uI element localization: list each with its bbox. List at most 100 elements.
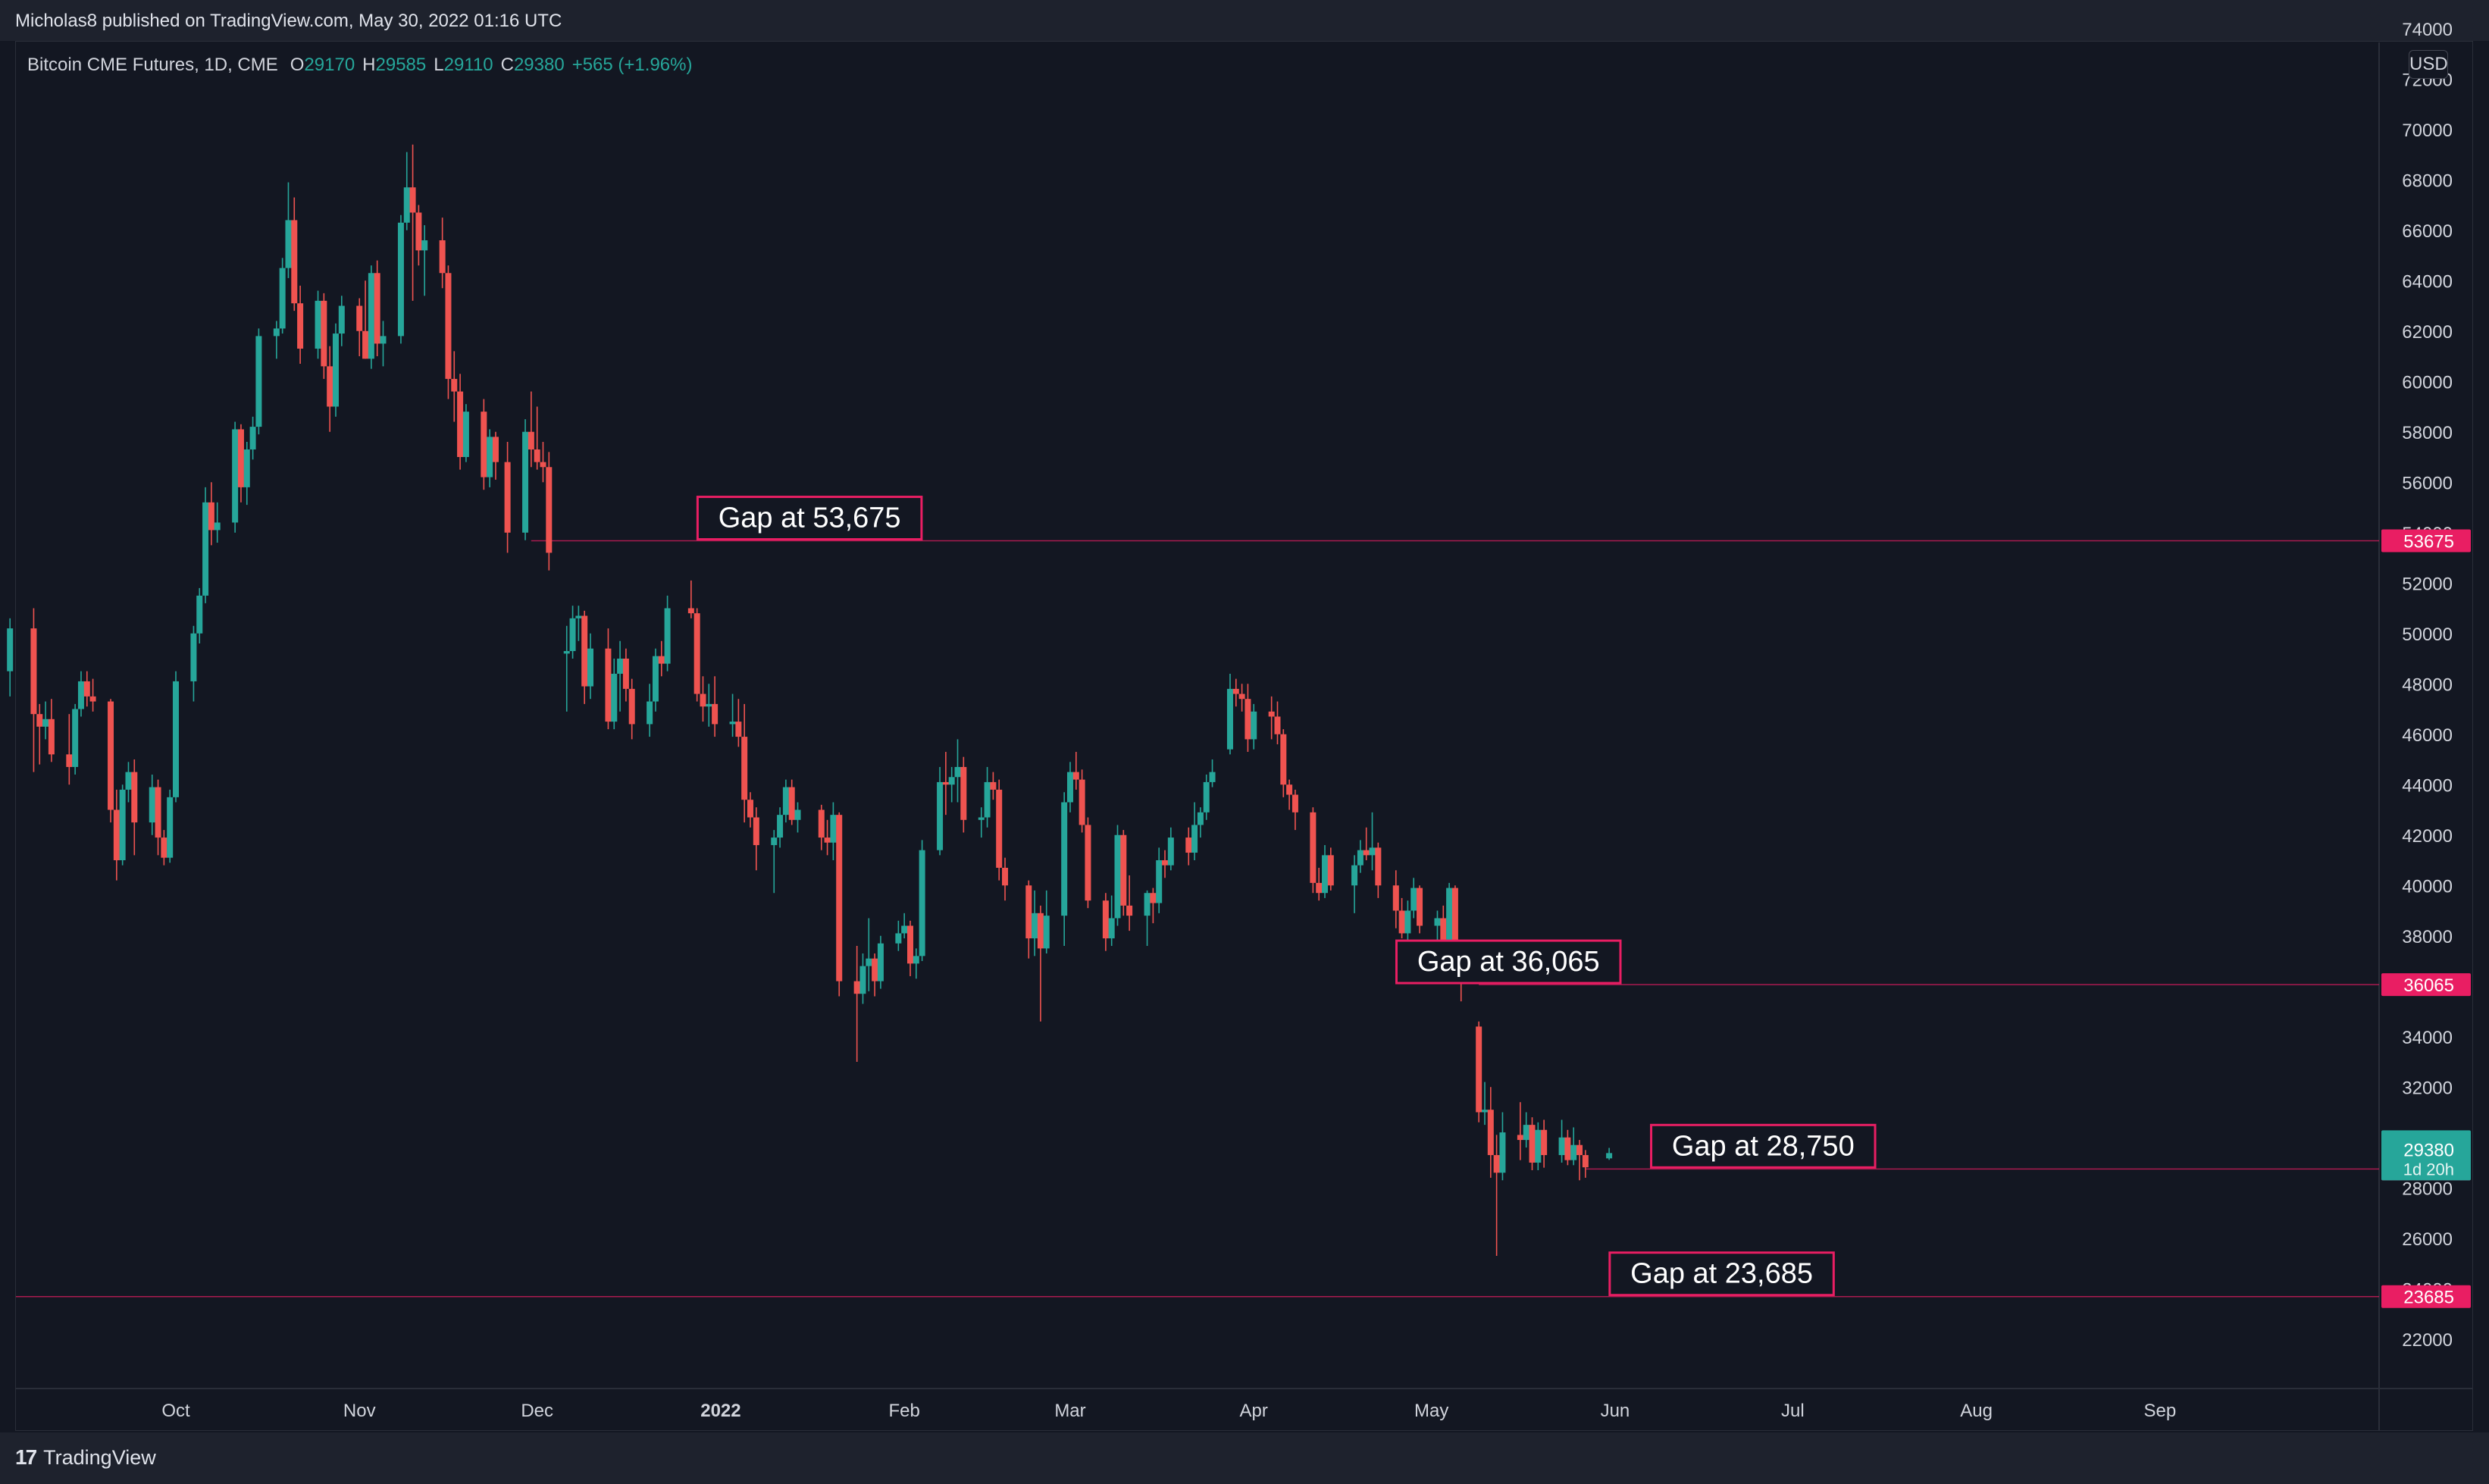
candle-body — [647, 701, 653, 725]
candle-body — [113, 809, 120, 860]
candle-body — [321, 300, 327, 367]
price-tick-label: 50000 — [2402, 625, 2453, 645]
candle-body — [877, 943, 884, 982]
candle-body — [1606, 1153, 1613, 1159]
candle-body — [1203, 781, 1210, 812]
candle-body — [380, 336, 387, 344]
price-tick-label: 28000 — [2402, 1179, 2453, 1199]
candle-body — [1564, 1137, 1571, 1160]
price-tick-label: 68000 — [2402, 171, 2453, 191]
candle-body — [859, 966, 866, 994]
candle-body — [149, 787, 155, 823]
candle-body — [1167, 837, 1174, 866]
candle-body — [528, 431, 534, 450]
candle-body — [1114, 834, 1121, 919]
candle-body — [255, 336, 262, 427]
candle-body — [1327, 855, 1334, 886]
candle-body — [1291, 794, 1298, 812]
price-tick-label: 74000 — [2402, 20, 2453, 40]
publish-bar: Micholas8 published on TradingView.com, … — [0, 0, 2489, 41]
candle-body — [1066, 772, 1073, 803]
candle-body — [753, 817, 759, 846]
price-tick-label: 46000 — [2402, 725, 2453, 746]
candle-body — [658, 656, 665, 664]
gap-price-badge-label: 23685 — [2403, 1288, 2454, 1308]
candle-body — [1061, 802, 1068, 916]
gap-annotation-box — [1650, 1123, 1877, 1169]
candle-body — [1493, 1155, 1500, 1173]
candle-body — [1126, 905, 1133, 916]
candle-body — [741, 737, 748, 800]
close-key: C — [500, 55, 514, 75]
candle-body — [735, 722, 742, 737]
candle-body — [131, 772, 138, 823]
change-value: +565 (+1.96%) — [571, 55, 693, 75]
candle-body — [942, 781, 949, 785]
candle-body — [445, 273, 452, 379]
symbol-title[interactable]: Bitcoin CME Futures, 1D, CME — [27, 55, 278, 75]
candle-body — [1363, 850, 1370, 856]
price-tick-label: 38000 — [2402, 927, 2453, 947]
candle-body — [439, 240, 446, 274]
candle-body — [581, 615, 588, 687]
candle-body — [1002, 867, 1009, 886]
candle-body — [818, 809, 825, 838]
candle-body — [237, 429, 244, 487]
candle-body — [202, 502, 209, 596]
candle-body — [1310, 812, 1317, 883]
high-key: H — [362, 55, 376, 75]
candle-body — [617, 659, 624, 674]
tradingview-logo-icon: 17 — [15, 1445, 37, 1469]
candle-body — [249, 427, 256, 450]
candle-body — [368, 273, 374, 359]
candle-body — [196, 595, 203, 634]
candle-body — [1232, 688, 1239, 694]
candle-body — [1244, 699, 1251, 740]
candle-body — [937, 781, 944, 850]
candle-body — [1025, 885, 1032, 939]
low-key: L — [434, 55, 444, 75]
candle-body — [1274, 716, 1281, 734]
candle-body — [1191, 825, 1198, 853]
candle-body — [563, 651, 570, 654]
candle-body — [362, 330, 369, 359]
candle-body — [1209, 772, 1216, 782]
candle-body — [462, 412, 469, 457]
candle-body — [1482, 1110, 1489, 1113]
tradingview-brand[interactable]: 17 TradingView — [15, 1445, 156, 1470]
candle-body — [954, 766, 961, 778]
chart-frame[interactable] — [15, 41, 2473, 1431]
time-tick-label: Sep — [2144, 1401, 2177, 1421]
candle-body — [569, 618, 576, 652]
candle-body — [1529, 1125, 1536, 1163]
candle-body — [1357, 850, 1363, 866]
candle-body — [546, 467, 553, 553]
candle-body — [119, 789, 126, 860]
price-tick-label: 40000 — [2402, 876, 2453, 897]
price-tick-label: 62000 — [2402, 322, 2453, 343]
candle-body — [167, 797, 174, 858]
gap-price-badge-label: 36065 — [2403, 975, 2454, 996]
symbol-legend[interactable]: Bitcoin CME Futures, 1D, CME O29170 H295… — [27, 55, 692, 76]
candle-body — [77, 681, 84, 709]
candle-body — [1268, 711, 1275, 717]
candle-body — [1043, 916, 1050, 949]
price-tick-label: 58000 — [2402, 423, 2453, 443]
gap-annotation-text: Gap at 23,685 — [1630, 1258, 1813, 1290]
candle-body — [1434, 918, 1441, 926]
candle-body — [824, 837, 831, 843]
candle-body — [1440, 918, 1447, 941]
candle-body — [605, 648, 612, 722]
candle-body — [1102, 900, 1109, 939]
price-tick-label: 34000 — [2402, 1028, 2453, 1048]
candle-body — [208, 502, 214, 531]
current-price-label: 29380 — [2403, 1140, 2454, 1160]
gap-annotation-box — [696, 496, 923, 541]
candle-body — [1072, 772, 1079, 780]
candle-body — [481, 412, 487, 477]
candle-body — [575, 615, 582, 618]
currency-button[interactable]: USD — [2409, 50, 2448, 79]
candle-body — [652, 656, 659, 702]
candle-body — [522, 431, 529, 533]
